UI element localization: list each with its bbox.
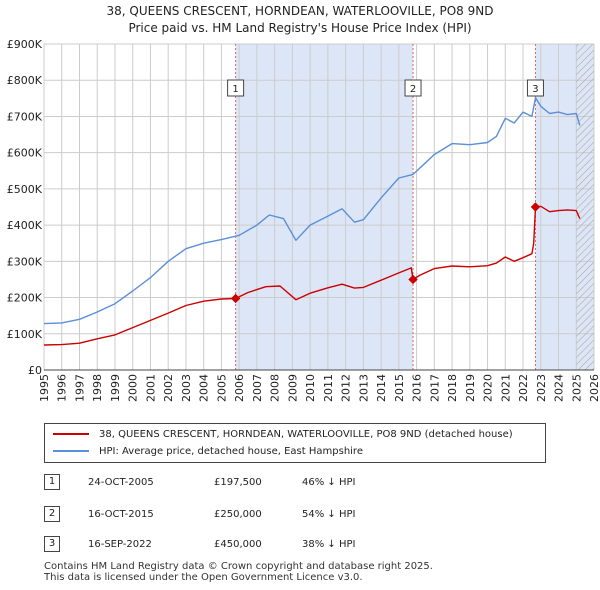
- hatched-region: [576, 44, 594, 370]
- x-tick-label: 2009: [286, 374, 299, 402]
- gridlines: [43, 43, 595, 371]
- sale-points: [230, 202, 541, 304]
- y-tick-label: £600K: [7, 147, 43, 160]
- y-tick-label: £400K: [7, 219, 43, 232]
- event-label: 2: [410, 84, 416, 95]
- sale-number-badge: 2: [44, 506, 60, 522]
- x-tick-label: 1997: [73, 374, 86, 402]
- x-tick-label: 2024: [553, 374, 566, 402]
- x-tick-label: 2022: [517, 374, 530, 402]
- sale-point: [408, 274, 418, 285]
- x-tick-label: 2015: [393, 374, 406, 402]
- x-tick-label: 2008: [269, 374, 282, 402]
- footer: Contains HM Land Registry data © Crown c…: [44, 561, 433, 583]
- y-tick-label: £900K: [7, 38, 43, 51]
- footer-licence: This data is licensed under the Open Gov…: [44, 572, 363, 583]
- hpi-line: [43, 96, 581, 325]
- event-label-box: [404, 79, 422, 97]
- x-tick-label: 2023: [535, 374, 548, 402]
- sale-hpi-diff: 46% ↓ HPI: [302, 477, 356, 488]
- x-tick-label: 2006: [233, 374, 246, 402]
- sale-date: 16-OCT-2015: [88, 509, 154, 520]
- title-line-1: 38, QUEENS CRESCENT, HORNDEAN, WATERLOOV…: [106, 4, 494, 18]
- sale-price: £450,000: [214, 539, 262, 550]
- y-tick-label: £200K: [7, 292, 43, 305]
- legend-hpi-label: HPI: Average price, detached house, East…: [99, 446, 363, 457]
- x-tick-label: 1995: [38, 374, 51, 402]
- x-tick-label: 2004: [198, 374, 211, 402]
- legend-property-label: 38, QUEENS CRESCENT, HORNDEAN, WATERLOOV…: [99, 429, 513, 440]
- title-line-2: Price paid vs. HM Land Registry's House …: [128, 21, 472, 35]
- y-tick-label: £100K: [7, 328, 43, 341]
- sale-price: £250,000: [214, 509, 262, 520]
- y-tick-labels: £0 £100K £200K £300K £400K £500K £600K £700K £80…: [7, 38, 43, 377]
- sale-hpi-diff: 38% ↓ HPI: [302, 539, 356, 550]
- x-tick-label: 2018: [446, 374, 459, 402]
- legend-hpi-swatch: [53, 450, 89, 452]
- x-tick-label: 2021: [499, 374, 512, 402]
- sale-point: [530, 202, 541, 212]
- x-tick-label: 2013: [357, 374, 370, 402]
- x-tick-label: 2012: [340, 374, 353, 402]
- price-chart: 1 2 3 £0 £100K £200K £300K £400K £500K £600K £700…: [7, 38, 600, 402]
- series-lines: [43, 96, 581, 346]
- sale-price: £197,500: [214, 477, 262, 488]
- legend-property-swatch: [53, 433, 89, 435]
- y-tick-label: £0: [28, 364, 42, 377]
- event-label: 1: [232, 84, 238, 95]
- x-tick-label: 2003: [180, 374, 193, 402]
- x-tick-label: 2020: [482, 374, 495, 402]
- chart-title: 38, QUEENS CRESCENT, HORNDEAN, WATERLOOV…: [0, 3, 600, 37]
- footer-copyright: Contains HM Land Registry data © Crown c…: [44, 561, 433, 572]
- sale-date: 16-SEP-2022: [88, 539, 152, 550]
- legend-item-property: 38, QUEENS CRESCENT, HORNDEAN, WATERLOOV…: [53, 427, 513, 443]
- x-tick-label: 2010: [304, 374, 317, 402]
- x-tick-label: 2005: [215, 374, 228, 402]
- x-tick-label: 2002: [162, 374, 175, 402]
- shaded-region: [235, 44, 414, 370]
- event-lines: 1 2 3: [227, 44, 544, 370]
- y-tick-label: £300K: [7, 255, 43, 268]
- sale-date: 24-OCT-2005: [88, 477, 154, 488]
- x-tick-label: 1999: [109, 374, 122, 402]
- legend-item-hpi: HPI: Average price, detached house, East…: [53, 444, 363, 460]
- x-tick-label: 2014: [375, 374, 388, 402]
- x-tick-label: 2007: [251, 374, 264, 402]
- x-tick-labels: 1995 1996 1997 1998 1999 2000 2001 2002 2003 2004…: [38, 374, 600, 402]
- x-tick-label: 2017: [428, 374, 441, 402]
- legend: 38, QUEENS CRESCENT, HORNDEAN, WATERLOOV…: [44, 423, 546, 463]
- forecast-hatch: [576, 44, 594, 370]
- sale-number-badge: 1: [44, 474, 60, 490]
- event-label-box: [526, 79, 544, 97]
- x-tick-label: 2001: [144, 374, 157, 402]
- x-tick-label: 2000: [127, 374, 140, 402]
- x-tick-label: 2016: [411, 374, 424, 402]
- y-tick-label: £800K: [7, 74, 43, 87]
- x-tick-label: 2026: [588, 374, 600, 402]
- event-label: 3: [532, 84, 538, 95]
- sale-point: [230, 293, 241, 304]
- sale-hpi-diff: 54% ↓ HPI: [302, 509, 356, 520]
- property-price-line: [43, 205, 581, 346]
- x-tick-label: 1996: [56, 374, 69, 402]
- event-label-box: [227, 79, 245, 97]
- x-tick-label: 2025: [570, 374, 583, 402]
- x-tick-label: 2011: [322, 374, 335, 402]
- x-tick-label: 2019: [464, 374, 477, 402]
- y-tick-label: £500K: [7, 183, 43, 196]
- y-tick-label: £700K: [7, 110, 43, 123]
- sale-number-badge: 3: [44, 536, 60, 552]
- x-tick-label: 1998: [91, 374, 104, 402]
